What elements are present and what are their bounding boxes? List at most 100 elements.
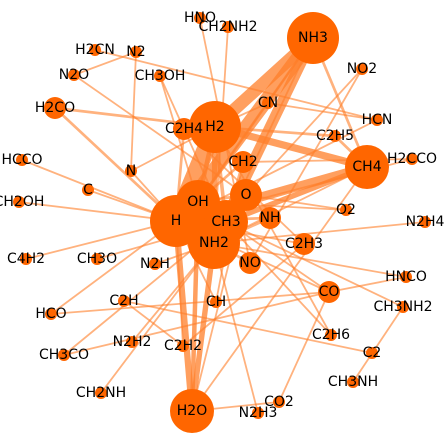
node-ch3co — [58, 349, 70, 361]
edge-n2-n — [130, 51, 137, 172]
node-label-n2h2: N2H2 — [113, 334, 152, 350]
node-c2h6 — [325, 329, 337, 341]
node-label-ch2nh: CH2NH — [76, 385, 126, 401]
node-ch2 — [232, 151, 254, 173]
nodes-layer — [13, 12, 431, 433]
node-label-h2cco: H2CCO — [387, 151, 437, 167]
node-c2h — [118, 295, 130, 307]
node-label-c2h: C2H — [109, 293, 138, 309]
node-label-o: O — [240, 187, 251, 203]
node-label-ch2nh2: CH2NH2 — [198, 19, 257, 35]
node-label-no: NO — [239, 255, 261, 271]
node-label-c2h2: C2H2 — [164, 338, 202, 354]
node-label-o2: O2 — [336, 202, 356, 218]
node-h — [150, 195, 202, 247]
node-label-hno: HNO — [184, 10, 216, 26]
node-label-co: CO — [319, 284, 340, 300]
node-label-n2o: N2O — [59, 67, 89, 83]
node-label-c2h5: C2H5 — [316, 128, 354, 144]
node-no — [239, 252, 261, 274]
node-label-ch3co: CH3CO — [39, 347, 89, 363]
node-nh2 — [188, 217, 240, 269]
node-label-ch2: CH2 — [228, 154, 257, 170]
node-label-c2h6: C2H6 — [312, 327, 350, 343]
edge-c2h2-c2h3 — [182, 243, 305, 347]
node-label-ch2oh: CH2OH — [0, 194, 44, 210]
node-ch3nh — [347, 376, 359, 388]
node-label-nh2: NH2 — [199, 235, 229, 251]
edge-ch3nh2-ch3 — [225, 221, 404, 308]
edge-h2cn-hcn — [94, 49, 378, 121]
edge-oh-nh3 — [197, 37, 314, 203]
edge-no2-o — [245, 68, 363, 196]
node-nh3 — [287, 12, 339, 64]
node-ch3oh — [154, 70, 166, 82]
node-label-h2co: H2CO — [35, 100, 75, 116]
node-ch2nh2 — [222, 21, 234, 33]
edge-h-h2co — [53, 106, 178, 223]
node-label-ch3: CH3 — [211, 214, 240, 230]
node-o2 — [340, 204, 352, 216]
node-label-h2cn: H2CN — [75, 42, 115, 58]
node-n2o — [68, 69, 80, 81]
edge-hco-co — [50, 291, 330, 315]
node-hnco — [400, 271, 412, 283]
node-label-n2h4: N2H4 — [406, 214, 445, 230]
edge-h2o-ch4 — [191, 166, 368, 412]
node-label-hco: HCO — [35, 306, 66, 322]
node-n2h3 — [252, 407, 264, 419]
node-label-n2h: N2H — [140, 256, 170, 272]
node-label-hcn: HCN — [362, 112, 393, 128]
node-label-ch3nh: CH3NH — [328, 374, 378, 390]
node-label-ch: CH — [206, 294, 226, 310]
node-label-ch3oh: CH3OH — [135, 68, 186, 84]
node-label-c: C — [83, 182, 93, 198]
edge-c2h-c2h2 — [123, 300, 184, 347]
node-label-ch3o: CH3O — [77, 251, 117, 267]
node-h2co — [44, 97, 66, 119]
edge-n2o-n2 — [73, 51, 137, 76]
node-ch4 — [345, 145, 389, 189]
edge-hnco-nh2 — [213, 242, 407, 278]
node-n — [125, 165, 137, 177]
node-label-c2h3: C2H3 — [285, 236, 323, 252]
node-label-hcco: HCCO — [1, 152, 42, 168]
edge-c2-c2h — [123, 300, 373, 354]
node-label-co2: CO2 — [264, 394, 294, 410]
edge-hcco-h — [21, 159, 177, 222]
edge-ch2nh-nh2 — [100, 242, 215, 394]
node-label-c4h2: C4H2 — [7, 251, 45, 267]
node-n2h2 — [126, 336, 138, 348]
node-label-c2: C2 — [363, 345, 382, 361]
node-co2 — [273, 396, 285, 408]
node-label-oh: OH — [187, 194, 209, 210]
node-label-h2: H2 — [205, 119, 224, 135]
node-ch2oh — [13, 196, 25, 208]
node-no2 — [356, 63, 368, 75]
edge-ch3co-co — [63, 291, 330, 356]
node-nh — [259, 207, 281, 229]
node-hno — [194, 12, 206, 24]
node-h2cco — [406, 153, 418, 165]
node-ch3nh2 — [397, 301, 409, 313]
node-label-n2: N2 — [126, 44, 145, 60]
node-n2 — [130, 46, 142, 58]
node-label-h: H — [171, 213, 182, 229]
edge-nh2-h2o — [189, 240, 217, 414]
node-h2o — [170, 389, 214, 433]
node-c2h5 — [329, 130, 341, 142]
node-label-nh3: NH3 — [298, 30, 328, 46]
node-c2h3 — [293, 233, 315, 255]
edge-n2h3-nh2 — [213, 242, 259, 414]
node-c4h2 — [20, 253, 32, 265]
node-ch3o — [91, 253, 103, 265]
node-label-nh: NH — [260, 210, 281, 226]
edge-hnco-co — [328, 276, 407, 293]
node-label-hnco: HNCO — [385, 269, 427, 285]
node-label-no2: NO2 — [347, 61, 377, 77]
edge-ch2oh-h — [18, 201, 177, 222]
node-c — [82, 184, 94, 196]
node-ch2nh — [95, 387, 107, 399]
